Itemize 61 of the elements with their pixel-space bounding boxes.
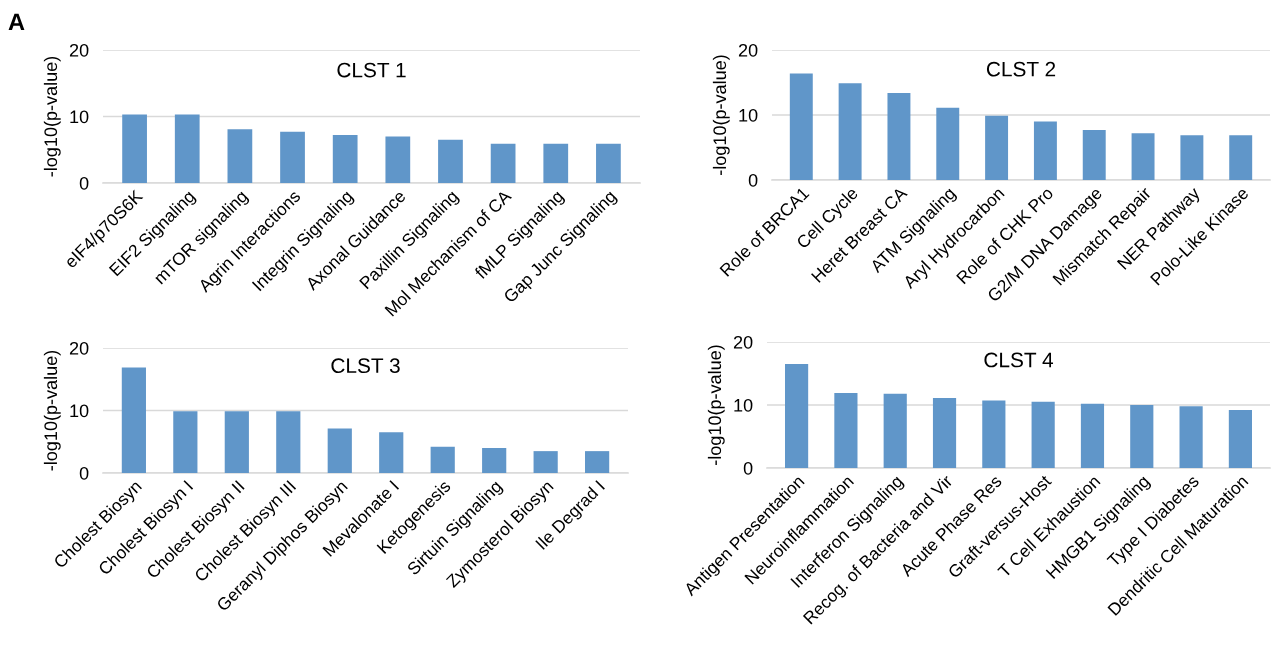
- bar: [1179, 406, 1203, 468]
- bar: [887, 92, 911, 180]
- text: A: [8, 13, 25, 30]
- bar: [1180, 135, 1204, 180]
- bar: [379, 432, 404, 473]
- bar: [430, 446, 455, 473]
- bar: [985, 115, 1009, 180]
- bar: [490, 143, 516, 183]
- bar: [932, 398, 957, 468]
- bar: [1031, 401, 1055, 468]
- bar: [1131, 133, 1155, 180]
- bar: [276, 411, 301, 473]
- bar: [936, 107, 960, 180]
- bar: [1130, 405, 1154, 468]
- chart-title: CLST 2: [986, 61, 1056, 77]
- bar: [121, 367, 146, 473]
- bar: [227, 129, 253, 183]
- bar: [1228, 410, 1252, 468]
- y-axis-title: -log10(p-value): [712, 55, 730, 175]
- y-tick-label: 10: [739, 108, 758, 122]
- y-tick-label: 0: [79, 176, 89, 190]
- bar: [1229, 135, 1253, 180]
- chart-title: CLST 1: [337, 62, 406, 78]
- y-tick-label: 10: [734, 398, 753, 412]
- bar: [174, 114, 200, 183]
- y-tick-label: 20: [69, 341, 89, 355]
- bar: [543, 143, 569, 183]
- bar: [585, 451, 610, 473]
- bar: [789, 73, 813, 180]
- bar: [1033, 121, 1057, 180]
- bar: [332, 135, 358, 183]
- y-axis-title: -log10(p-value): [707, 345, 725, 465]
- chart-title: CLST 3: [331, 358, 400, 374]
- bar: [838, 83, 862, 180]
- y-axis-title: -log10(p-value): [43, 350, 61, 471]
- bar: [280, 131, 305, 183]
- bar: [785, 364, 809, 468]
- y-tick-label: 0: [79, 466, 89, 480]
- y-axis-title: -log10(p-value): [43, 56, 61, 177]
- bar: [122, 114, 147, 183]
- y-tick-label: 10: [70, 110, 89, 124]
- bar: [482, 448, 507, 473]
- y-tick-label: 20: [733, 335, 753, 349]
- bar: [834, 393, 858, 468]
- y-tick-label: 10: [70, 404, 89, 418]
- y-tick-label: 20: [69, 43, 89, 57]
- bar: [438, 139, 463, 183]
- y-tick-label: 20: [738, 43, 758, 57]
- bar: [385, 136, 411, 183]
- bar: [224, 411, 249, 473]
- y-tick-label: 0: [743, 461, 753, 475]
- bar: [1080, 403, 1105, 468]
- bar: [533, 451, 558, 473]
- bar: [982, 400, 1006, 468]
- y-tick-label: 0: [748, 173, 758, 187]
- bar: [883, 393, 907, 468]
- bar: [327, 428, 352, 473]
- bar: [596, 143, 621, 183]
- bar: [1082, 129, 1106, 180]
- bar: [173, 411, 198, 473]
- chart-title: CLST 4: [984, 352, 1054, 368]
